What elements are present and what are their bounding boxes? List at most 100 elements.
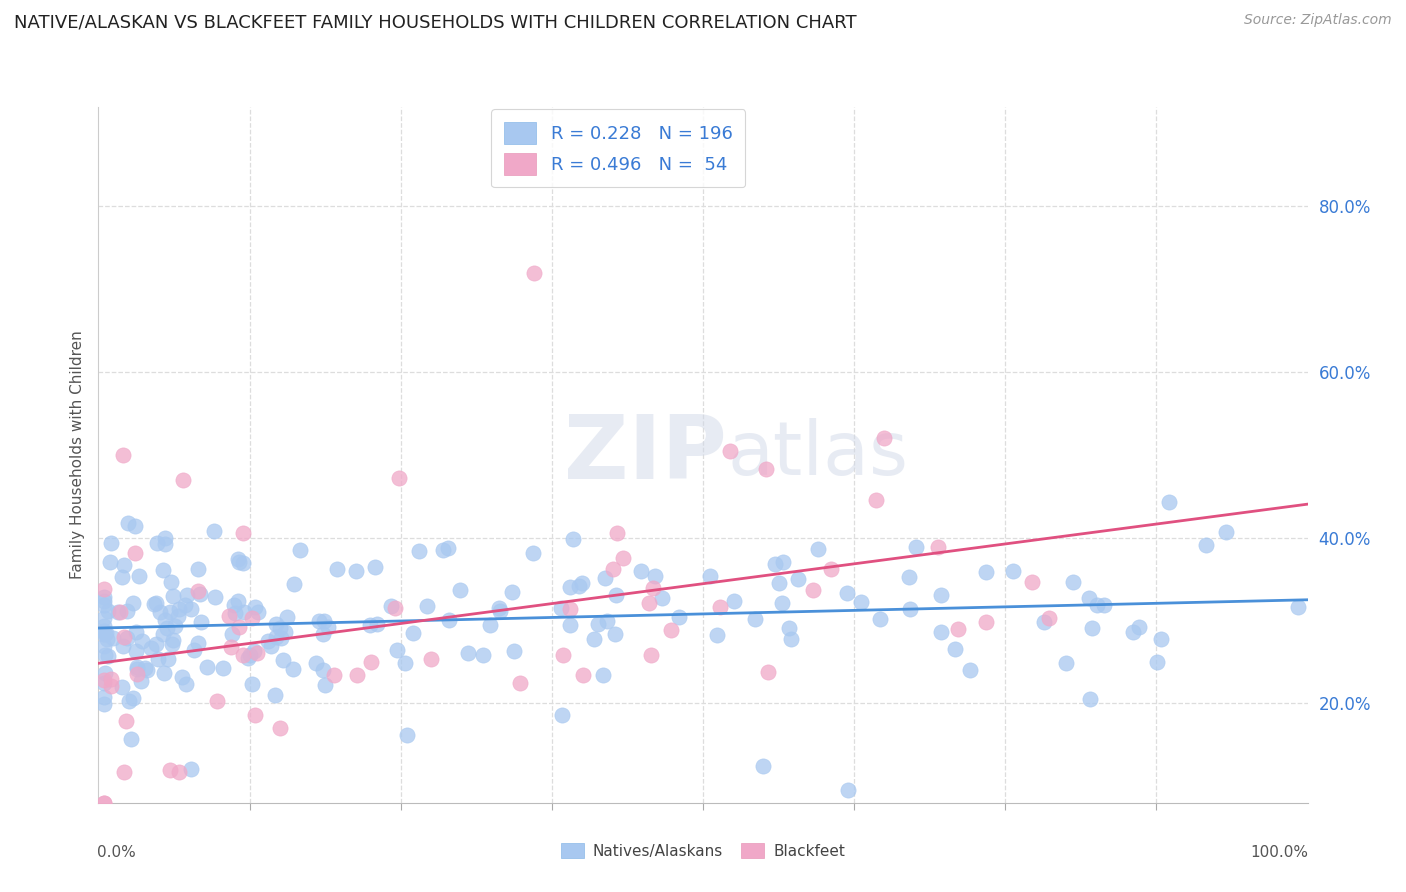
Legend: Natives/Alaskans, Blackfeet: Natives/Alaskans, Blackfeet: [554, 837, 852, 864]
Point: [93, 590, 115, 604]
Point: [276, 609, 298, 624]
Point: [243, 644, 266, 658]
Point: [312, 663, 335, 677]
Point: [1038, 611, 1060, 625]
Point: [221, 626, 243, 640]
Point: [93, 673, 115, 688]
Point: [108, 605, 131, 619]
Point: [436, 541, 458, 555]
Point: [602, 562, 624, 576]
Point: [592, 668, 614, 682]
Point: [659, 623, 682, 637]
Point: [755, 462, 778, 476]
Text: atlas: atlas: [727, 418, 908, 491]
Point: [1150, 632, 1173, 646]
Point: [752, 758, 775, 772]
Point: [593, 571, 616, 585]
Point: [149, 605, 172, 619]
Point: [239, 648, 262, 662]
Point: [314, 678, 336, 692]
Point: [232, 556, 254, 570]
Point: [898, 602, 921, 616]
Point: [111, 448, 134, 462]
Point: [159, 763, 181, 777]
Point: [146, 652, 169, 666]
Point: [240, 611, 263, 625]
Point: [1286, 599, 1309, 614]
Point: [316, 620, 339, 634]
Point: [135, 664, 157, 678]
Point: [167, 601, 190, 615]
Point: [129, 673, 152, 688]
Point: [93, 690, 115, 704]
Point: [124, 519, 146, 533]
Point: [1078, 591, 1101, 605]
Point: [668, 609, 690, 624]
Point: [820, 562, 842, 576]
Point: [100, 555, 122, 569]
Point: [801, 583, 824, 598]
Point: [572, 668, 595, 682]
Point: [905, 541, 928, 555]
Point: [228, 620, 250, 634]
Point: [772, 555, 794, 569]
Point: [502, 644, 524, 658]
Point: [180, 762, 202, 776]
Point: [125, 643, 148, 657]
Point: [974, 565, 997, 579]
Point: [274, 624, 297, 639]
Point: [159, 575, 181, 590]
Point: [160, 637, 183, 651]
Point: [269, 621, 291, 635]
Point: [180, 602, 202, 616]
Point: [167, 609, 190, 624]
Point: [1215, 524, 1237, 539]
Point: [765, 557, 787, 571]
Point: [551, 707, 574, 722]
Point: [162, 632, 184, 647]
Point: [586, 616, 609, 631]
Point: [756, 665, 779, 679]
Point: [1092, 599, 1115, 613]
Point: [107, 605, 129, 619]
Point: [270, 631, 292, 645]
Point: [651, 591, 673, 605]
Point: [571, 575, 593, 590]
Point: [264, 688, 287, 702]
Point: [93, 676, 115, 690]
Point: [205, 694, 228, 708]
Point: [228, 555, 250, 569]
Point: [202, 524, 225, 539]
Point: [152, 563, 174, 577]
Point: [128, 569, 150, 583]
Point: [190, 615, 212, 630]
Point: [197, 659, 219, 673]
Point: [100, 535, 122, 549]
Point: [93, 619, 115, 633]
Point: [96, 632, 118, 646]
Point: [605, 588, 627, 602]
Point: [226, 552, 249, 566]
Point: [927, 540, 949, 554]
Point: [100, 679, 122, 693]
Point: [449, 582, 471, 597]
Point: [1062, 574, 1084, 589]
Point: [190, 587, 212, 601]
Point: [612, 551, 634, 566]
Point: [388, 471, 411, 485]
Point: [125, 667, 148, 681]
Point: [162, 589, 184, 603]
Point: [643, 582, 665, 596]
Point: [558, 602, 581, 616]
Point: [100, 672, 122, 686]
Point: [156, 621, 179, 635]
Point: [94, 648, 117, 663]
Point: [218, 609, 240, 624]
Point: [550, 601, 572, 615]
Point: [946, 622, 969, 636]
Point: [931, 625, 953, 640]
Point: [1122, 625, 1144, 640]
Point: [380, 599, 402, 613]
Point: [787, 572, 810, 586]
Point: [155, 537, 177, 551]
